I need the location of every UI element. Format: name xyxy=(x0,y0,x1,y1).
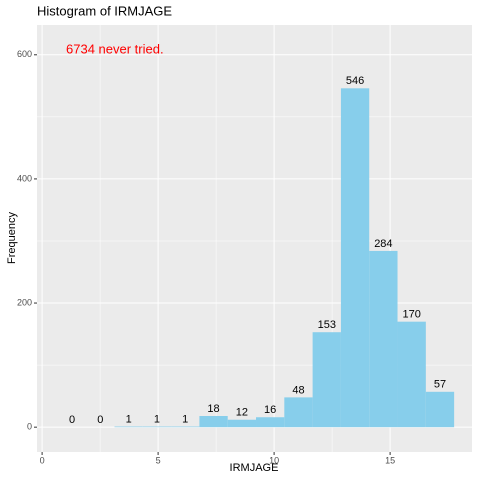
x-tick-label: 10 xyxy=(269,455,279,465)
value-label: 57 xyxy=(434,379,446,391)
annotation: 6734 never tried. xyxy=(66,41,164,56)
value-label: 1 xyxy=(182,413,188,425)
x-tick-label: 15 xyxy=(385,455,395,465)
bar xyxy=(369,250,398,428)
value-label: 170 xyxy=(403,309,421,321)
bar xyxy=(284,397,313,428)
y-tick-label: 200 xyxy=(17,297,32,307)
value-label: 1 xyxy=(126,413,132,425)
bar xyxy=(114,426,143,428)
bar xyxy=(171,426,200,428)
value-label: 0 xyxy=(97,414,103,426)
value-label: 16 xyxy=(264,404,276,416)
bar xyxy=(227,419,257,428)
value-label: 18 xyxy=(207,403,219,415)
chart-title: Histogram of IRMJAGE xyxy=(37,3,172,18)
value-label: 0 xyxy=(69,414,75,426)
y-tick-label: 0 xyxy=(27,422,32,432)
value-label: 546 xyxy=(346,75,364,87)
bar xyxy=(256,417,285,428)
value-label: 1 xyxy=(154,413,160,425)
x-axis-label: IRMJAGE xyxy=(230,462,279,474)
bar xyxy=(142,426,172,428)
value-label: 284 xyxy=(374,238,392,250)
value-label: 153 xyxy=(318,319,336,331)
value-label: 48 xyxy=(292,384,304,396)
y-tick-label: 600 xyxy=(17,49,32,59)
bar xyxy=(425,391,455,428)
x-tick-label: 5 xyxy=(156,455,161,465)
bar xyxy=(340,88,370,428)
bar xyxy=(199,416,228,428)
y-axis-label: Frequency xyxy=(6,212,18,264)
value-label: 12 xyxy=(236,407,248,419)
y-tick-label: 400 xyxy=(17,173,32,183)
bar xyxy=(312,332,341,428)
bar xyxy=(397,321,426,428)
x-tick-label: 0 xyxy=(40,455,45,465)
